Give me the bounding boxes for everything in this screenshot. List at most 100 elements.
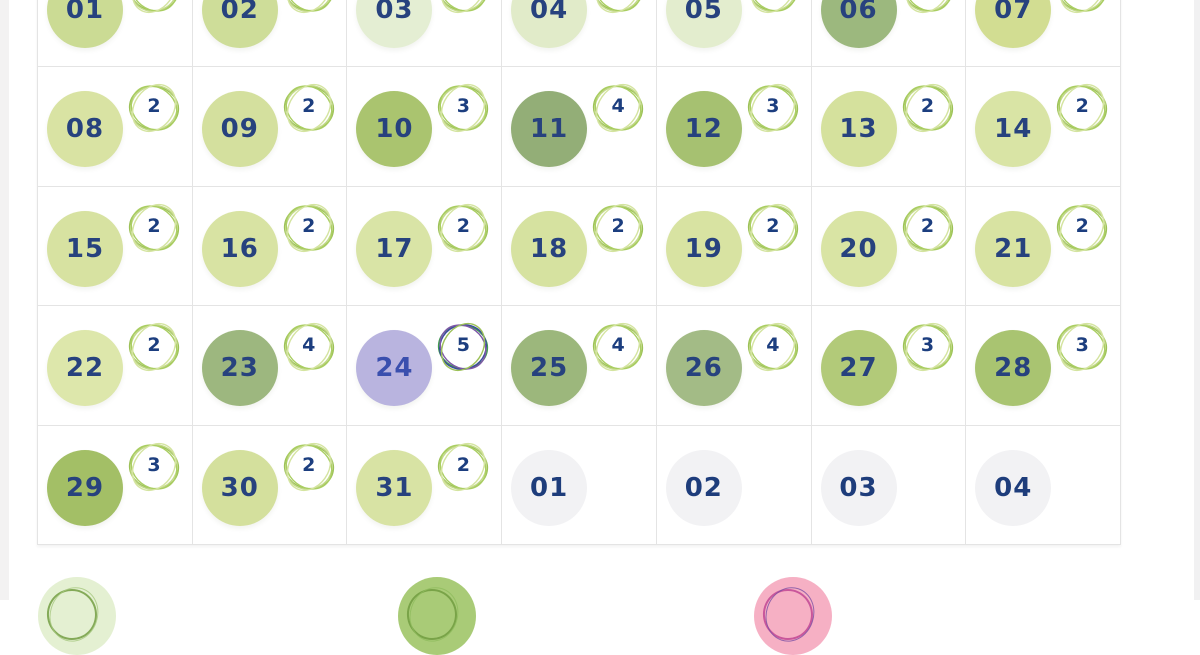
day-number: 19 bbox=[684, 233, 723, 264]
calendar-day-cell[interactable]: 25 4 bbox=[502, 306, 657, 426]
badge-count: 3 bbox=[456, 95, 471, 118]
day-number: 25 bbox=[530, 353, 569, 384]
calendar-day-cell[interactable]: 08 2 bbox=[38, 67, 193, 187]
badge-count bbox=[591, 0, 645, 16]
badge-count: 2 bbox=[1075, 214, 1089, 237]
scribble-ring-icon bbox=[283, 323, 334, 372]
calendar-day-cell[interactable]: 22 2 bbox=[38, 306, 193, 426]
badge-count: 3 bbox=[920, 334, 935, 357]
badge-count: 2 bbox=[147, 214, 161, 237]
legend-pink-circle[interactable] bbox=[754, 577, 832, 655]
badge-count: 2 bbox=[611, 214, 625, 237]
day-number: 30 bbox=[220, 472, 259, 503]
calendar-day-cell[interactable]: 18 2 bbox=[502, 186, 657, 307]
day-circle: 10 bbox=[356, 91, 433, 168]
calendar-day-cell[interactable]: 12 3 bbox=[656, 67, 812, 187]
day-number: 28 bbox=[994, 353, 1033, 384]
calendar-day-cell[interactable]: 13 2 bbox=[811, 67, 967, 187]
badge-count: 4 bbox=[611, 95, 625, 118]
scribble-ring-icon bbox=[1057, 84, 1108, 133]
day-number: 13 bbox=[839, 114, 878, 145]
availability-badge: 3 bbox=[127, 440, 181, 494]
availability-badge: 2 bbox=[127, 81, 181, 135]
calendar-day-cell[interactable]: 14 2 bbox=[966, 67, 1121, 187]
day-number: 15 bbox=[65, 233, 105, 264]
calendar-day-cell[interactable]: 21 2 bbox=[966, 186, 1121, 307]
scribble-ring-icon bbox=[747, 0, 798, 14]
calendar-day-cell-outside[interactable]: 03 bbox=[811, 425, 967, 545]
calendar-day-cell[interactable]: 19 2 bbox=[656, 186, 812, 307]
badge-count: 2 bbox=[920, 95, 935, 118]
day-number: 11 bbox=[530, 114, 569, 145]
calendar-day-cell[interactable]: 27 3 bbox=[811, 306, 967, 426]
day-circle: 14 bbox=[975, 91, 1052, 168]
calendar-day-cell[interactable]: 23 4 bbox=[192, 306, 348, 426]
availability-badge bbox=[282, 0, 336, 16]
day-circle: 22 bbox=[47, 330, 123, 407]
calendar-day-cell-outside[interactable]: 04 bbox=[966, 425, 1121, 545]
availability-badge: 4 bbox=[591, 320, 645, 374]
day-circle: 26 bbox=[665, 330, 742, 407]
calendar-day-cell[interactable]: 09 2 bbox=[192, 67, 348, 187]
day-number: 31 bbox=[375, 472, 414, 503]
availability-badge: 2 bbox=[436, 440, 490, 494]
day-number: 21 bbox=[994, 233, 1033, 264]
availability-badge: 2 bbox=[591, 201, 645, 255]
calendar-day-cell[interactable]: 02 bbox=[192, 0, 348, 68]
scribble-ring-icon bbox=[438, 203, 489, 252]
badge-count bbox=[436, 0, 490, 16]
day-circle: 17 bbox=[356, 210, 433, 287]
calendar-day-cell[interactable]: 11 4 bbox=[502, 67, 657, 187]
calendar-day-cell[interactable]: 28 3 bbox=[966, 306, 1121, 426]
calendar-day-cell[interactable]: 26 4 bbox=[656, 306, 812, 426]
calendar-day-cell[interactable]: 03 bbox=[347, 0, 503, 68]
day-number: 02 bbox=[220, 0, 259, 25]
scribble-ring-icon bbox=[438, 0, 489, 14]
calendar-day-cell[interactable]: 01 bbox=[38, 0, 193, 68]
availability-badge bbox=[436, 0, 490, 16]
calendar-day-cell[interactable]: 31 2 bbox=[347, 425, 503, 545]
availability-badge bbox=[591, 0, 645, 16]
badge-count bbox=[282, 0, 336, 16]
availability-badge bbox=[1055, 0, 1109, 16]
scribble-ring-icon bbox=[128, 442, 180, 491]
badge-count bbox=[746, 0, 800, 16]
badge-count: 2 bbox=[302, 453, 316, 476]
calendar-day-cell[interactable]: 10 3 bbox=[347, 67, 503, 187]
availability-badge: 2 bbox=[282, 201, 336, 255]
legend-green-circle[interactable] bbox=[398, 577, 476, 655]
legend-light-green-circle[interactable] bbox=[38, 577, 116, 655]
scribble-ring-icon bbox=[128, 84, 180, 133]
badge-count: 5 bbox=[456, 334, 471, 357]
badge-count: 2 bbox=[302, 214, 316, 237]
calendar-day-cell[interactable]: 30 2 bbox=[192, 425, 348, 545]
day-circle: 04 bbox=[511, 0, 588, 48]
calendar-day-cell[interactable]: 07 bbox=[966, 0, 1121, 68]
day-number: 24 bbox=[375, 353, 414, 384]
availability-badge bbox=[901, 0, 955, 16]
calendar-day-cell-outside[interactable]: 02 bbox=[656, 425, 812, 545]
calendar-day-cell[interactable]: 06 bbox=[811, 0, 967, 68]
day-circle: 18 bbox=[511, 210, 588, 287]
availability-badge: 2 bbox=[436, 201, 490, 255]
calendar-day-cell[interactable]: 29 3 bbox=[38, 425, 193, 545]
calendar-day-cell[interactable]: 16 2 bbox=[192, 186, 348, 307]
badge-count: 3 bbox=[766, 95, 780, 118]
calendar-day-cell[interactable]: 04 bbox=[502, 0, 657, 68]
calendar-day-cell[interactable]: 05 bbox=[656, 0, 812, 68]
day-circle: 05 bbox=[665, 0, 742, 48]
day-circle: 19 bbox=[665, 210, 742, 287]
calendar-day-cell[interactable]: 24 5 bbox=[347, 306, 503, 426]
scribble-ring-icon bbox=[747, 323, 798, 372]
calendar-day-cell-outside[interactable]: 01 bbox=[502, 425, 657, 545]
day-circle: 03 bbox=[820, 449, 897, 526]
day-circle: 20 bbox=[820, 210, 897, 287]
availability-badge: 4 bbox=[591, 81, 645, 135]
scribble-ring-icon bbox=[592, 84, 644, 133]
badge-count: 3 bbox=[1075, 334, 1089, 357]
scribble-ring-icon bbox=[747, 203, 798, 252]
calendar-day-cell[interactable]: 20 2 bbox=[811, 186, 967, 307]
calendar-day-cell[interactable]: 17 2 bbox=[347, 186, 503, 307]
calendar-day-cell[interactable]: 15 2 bbox=[38, 186, 193, 307]
day-circle: 09 bbox=[201, 91, 278, 168]
